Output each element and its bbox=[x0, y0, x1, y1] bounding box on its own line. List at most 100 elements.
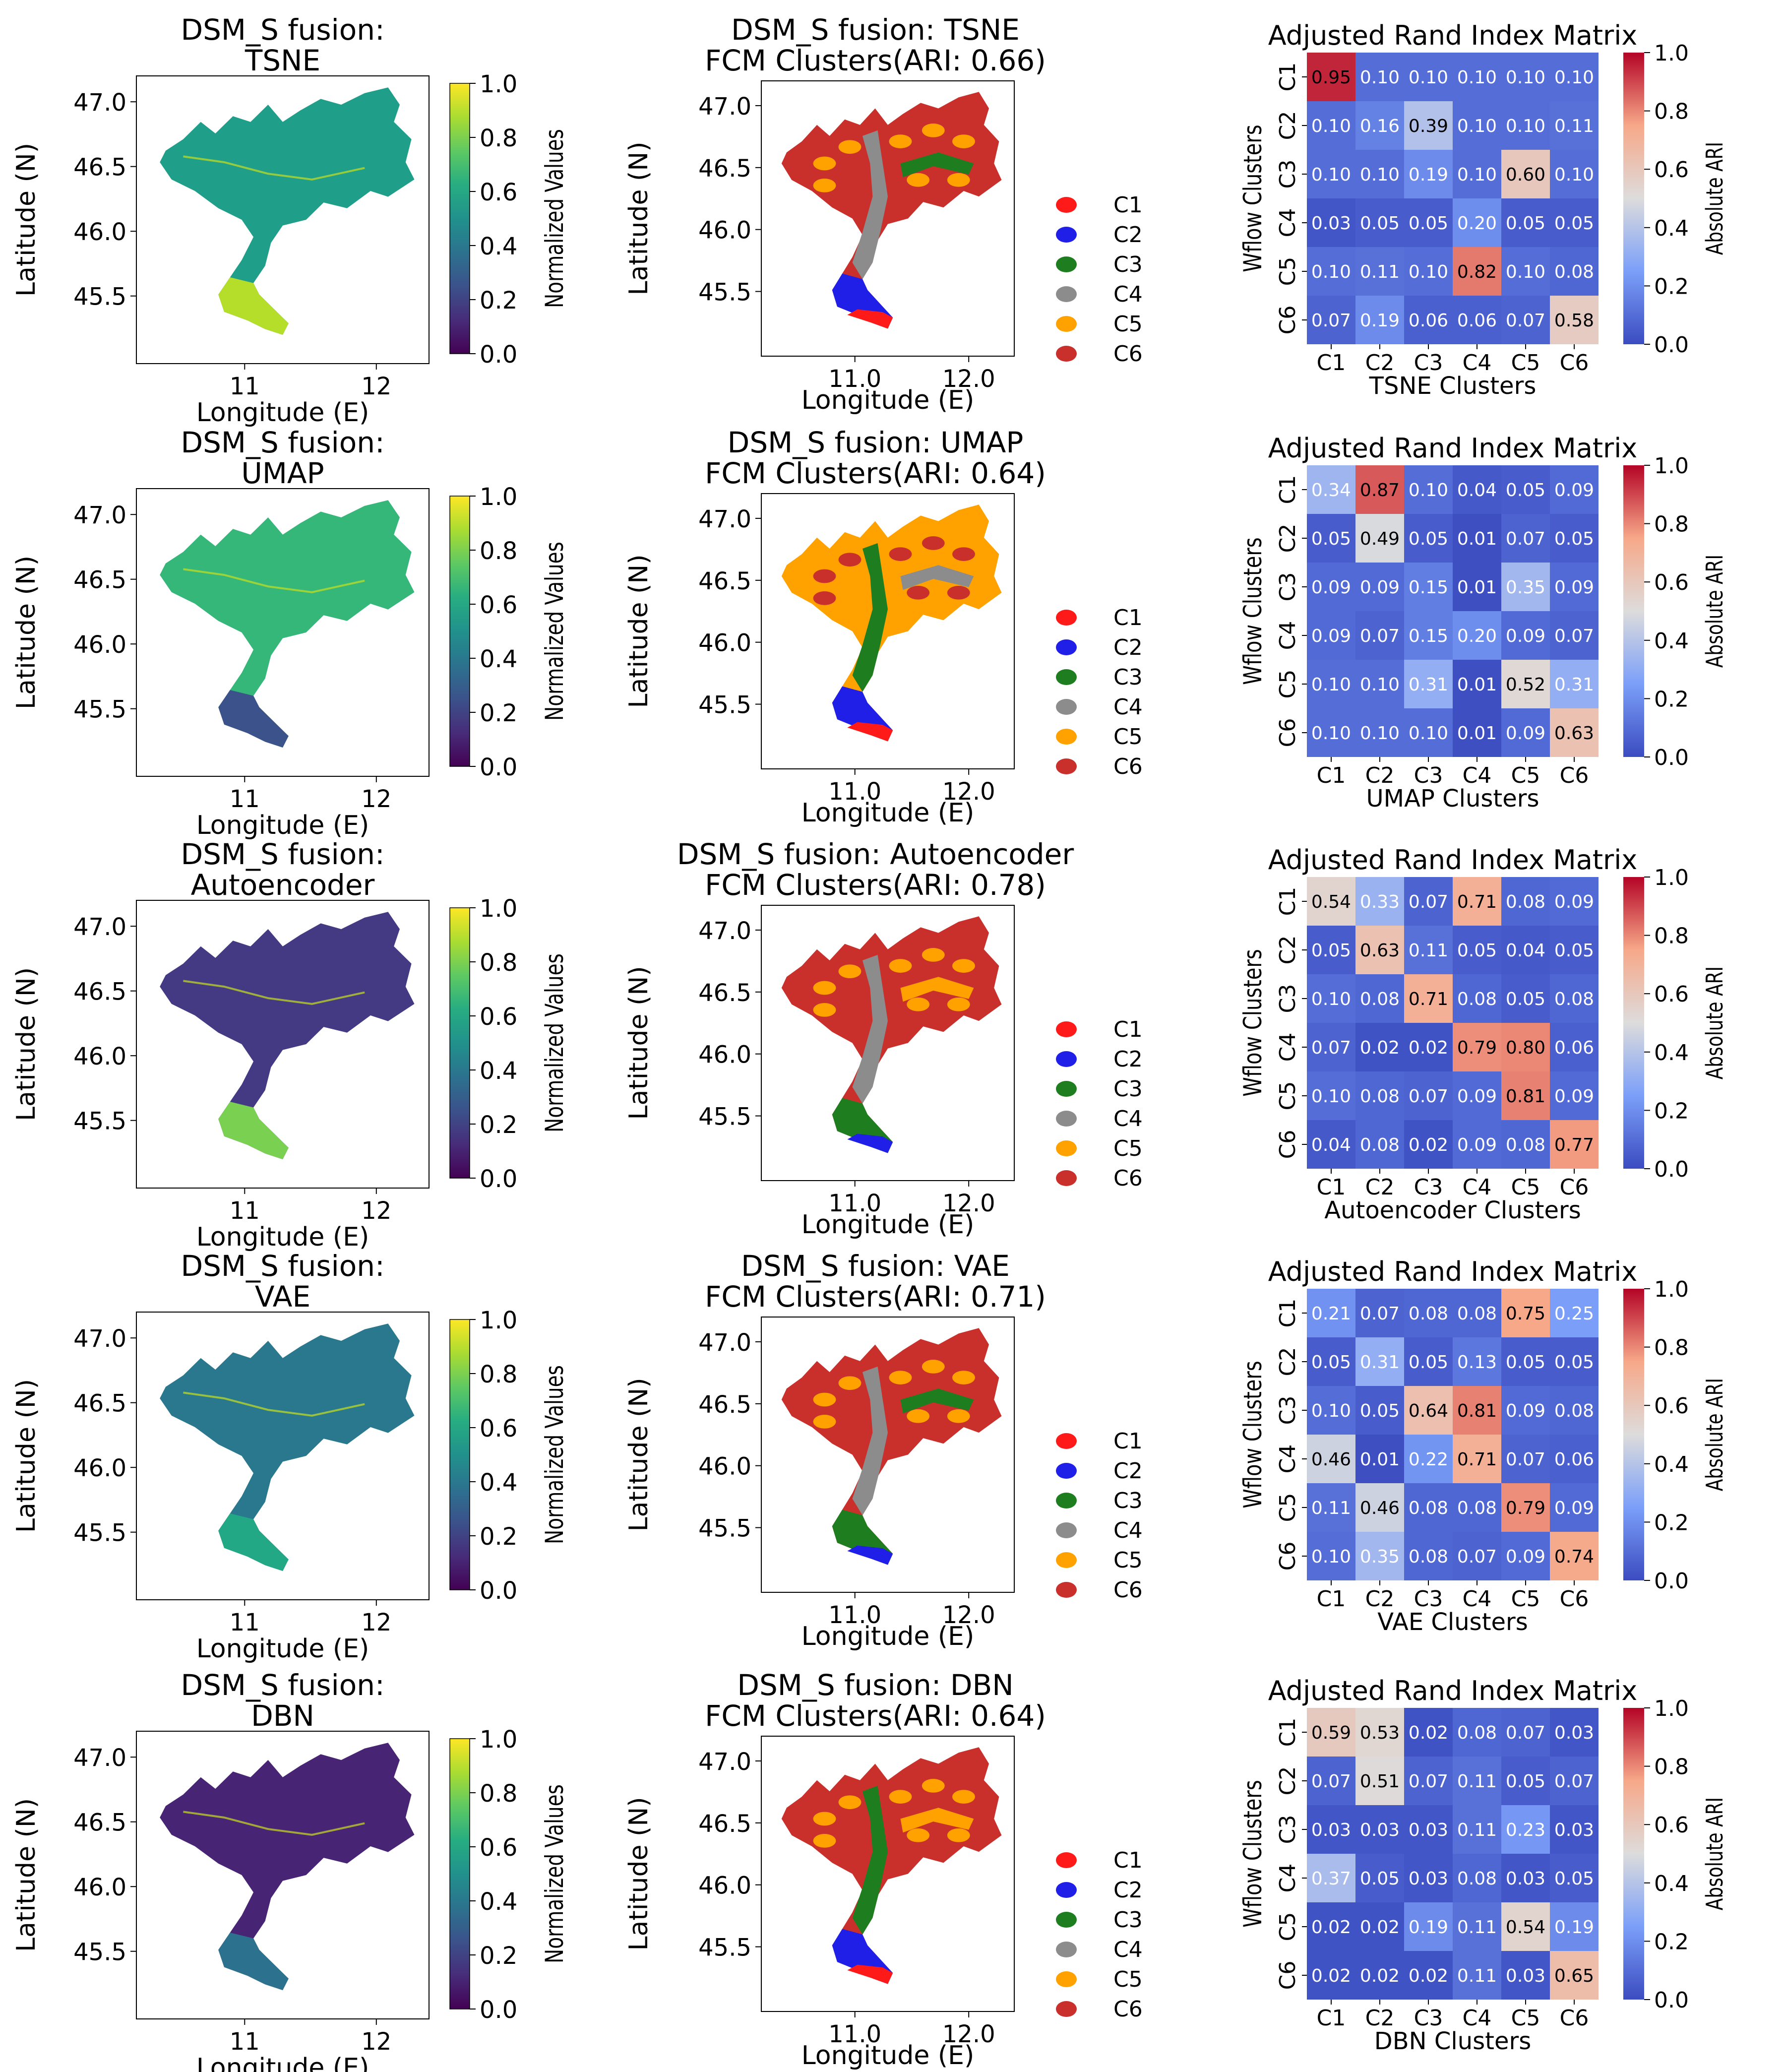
cluster-patch bbox=[889, 1790, 912, 1804]
map-region-south bbox=[218, 277, 289, 335]
ari-cell bbox=[1550, 247, 1599, 296]
ari-cell-value: 0.07 bbox=[1311, 1771, 1351, 1792]
cluster-patch bbox=[922, 948, 945, 962]
ari-cell bbox=[1453, 1386, 1501, 1435]
cluster-patch bbox=[947, 173, 970, 187]
ari-cell-value: 0.71 bbox=[1457, 1449, 1497, 1470]
ari-cell-value: 0.95 bbox=[1311, 67, 1351, 88]
x-tick-label: C2 bbox=[1365, 350, 1395, 376]
x-tick-label: C3 bbox=[1414, 2006, 1443, 2031]
ari-cell-value: 0.25 bbox=[1554, 1304, 1594, 1324]
ari-cell-value: 0.05 bbox=[1311, 1352, 1351, 1373]
legend-marker bbox=[1056, 1463, 1077, 1479]
ari-cell bbox=[1453, 926, 1501, 974]
ari-cell bbox=[1404, 1902, 1453, 1951]
colorbar-tick-label: 0.8 bbox=[480, 537, 517, 565]
ari-cell bbox=[1307, 1708, 1355, 1757]
x-axis-label: Longitude (E) bbox=[196, 1222, 369, 1252]
ari-cell bbox=[1550, 1805, 1599, 1854]
legend-marker bbox=[1056, 699, 1077, 715]
x-tick-label: 11.0 bbox=[828, 1190, 881, 1217]
colorbar-tick-label: 0.8 bbox=[480, 949, 517, 977]
ari-cell bbox=[1404, 198, 1453, 247]
y-tick-label: C5 bbox=[1275, 1081, 1300, 1111]
colorbar-label: Normalized Values bbox=[540, 953, 569, 1132]
x-tick-label: C3 bbox=[1414, 1175, 1443, 1200]
ari-cell bbox=[1404, 1023, 1453, 1071]
ari-cell bbox=[1307, 611, 1355, 660]
map-region bbox=[160, 912, 415, 1159]
x-tick-label: 12 bbox=[361, 1609, 391, 1636]
x-tick-label: C2 bbox=[1365, 1175, 1395, 1200]
ari-cell-value: 0.37 bbox=[1311, 1869, 1351, 1889]
x-tick-label: 11 bbox=[230, 1197, 260, 1225]
legend-marker bbox=[1056, 2001, 1077, 2017]
y-tick-label: C2 bbox=[1275, 1766, 1300, 1796]
ari-cell bbox=[1453, 563, 1501, 611]
legend-marker bbox=[1056, 197, 1077, 213]
panel-title-line1: DSM_S fusion: DBN bbox=[737, 1668, 1013, 1702]
map-region bbox=[160, 500, 415, 748]
colorbar-tick-label: 0.2 bbox=[1654, 1929, 1689, 1954]
ari-cell-value: 0.08 bbox=[1457, 1498, 1497, 1518]
colorbar-tick-label: 0.6 bbox=[480, 1834, 517, 1862]
legend-marker bbox=[1056, 669, 1077, 685]
y-axis-label: Latitude (N) bbox=[624, 1378, 654, 1531]
colorbar-tick-label: 1.0 bbox=[1654, 865, 1689, 890]
cluster-tip bbox=[847, 1545, 893, 1565]
ari-cell-value: 0.02 bbox=[1360, 1038, 1400, 1058]
panel-title-line2: Autoencoder bbox=[191, 868, 375, 902]
panel-vae-map: DSM_S fusion:VAE 47.0 46.5 46.0 45.5 11 12Long… bbox=[11, 1249, 569, 1664]
map-valley-line bbox=[183, 1811, 365, 1836]
ari-cell bbox=[1355, 708, 1404, 757]
ari-cell-value: 0.05 bbox=[1360, 1401, 1400, 1421]
legend-label: C3 bbox=[1113, 1076, 1143, 1102]
y-axis-label: Wflow Clusters bbox=[1238, 1780, 1268, 1927]
x-axis-label: Longitude (E) bbox=[801, 385, 975, 415]
ari-cell bbox=[1355, 660, 1404, 708]
ari-cell-value: 0.31 bbox=[1409, 675, 1448, 695]
cluster-tip bbox=[847, 309, 893, 329]
legend-marker bbox=[1056, 758, 1077, 774]
colorbar-tick-label: 0.6 bbox=[480, 591, 517, 619]
ari-cell-value: 0.11 bbox=[1457, 1917, 1497, 1938]
ari-cell bbox=[1404, 247, 1453, 296]
ari-cell bbox=[1355, 1951, 1404, 2000]
colorbar-label: Absolute ARI bbox=[1702, 1378, 1728, 1491]
ari-cell-value: 0.80 bbox=[1506, 1038, 1545, 1058]
ari-cell bbox=[1307, 1951, 1355, 2000]
ari-cell-value: 0.05 bbox=[1311, 941, 1351, 961]
ari-cell bbox=[1501, 465, 1550, 514]
y-tick-label: 46.5 bbox=[698, 155, 751, 183]
ari-cell-value: 0.02 bbox=[1409, 1135, 1448, 1155]
panel-umap-ari: Adjusted Rand Index Matrix 0.34 0.87 0.10 0.… bbox=[1238, 433, 1728, 813]
ari-cell bbox=[1550, 1120, 1599, 1169]
cluster-valley-branch bbox=[900, 977, 974, 1002]
colorbar-tick-label: 0.4 bbox=[480, 1888, 517, 1916]
ari-cell-value: 0.16 bbox=[1360, 116, 1400, 136]
ari-cell-value: 0.07 bbox=[1409, 1086, 1448, 1107]
colorbar-tick-label: 1.0 bbox=[480, 70, 517, 98]
cluster-patch bbox=[907, 1828, 930, 1842]
ari-cell-value: 0.11 bbox=[1457, 1771, 1497, 1792]
ari-cell-value: 0.05 bbox=[1409, 529, 1448, 549]
x-tick-label: 12.0 bbox=[942, 1601, 995, 1629]
cluster-region bbox=[781, 1328, 1002, 1565]
x-tick-label: C6 bbox=[1560, 350, 1589, 376]
y-tick-label: 47.0 bbox=[698, 505, 751, 533]
ari-cell-value: 0.03 bbox=[1506, 1869, 1545, 1889]
ari-cell bbox=[1501, 296, 1550, 344]
y-tick-label: 47.0 bbox=[73, 1325, 126, 1353]
cluster-patch bbox=[907, 1409, 930, 1423]
legend-label: C3 bbox=[1113, 1488, 1143, 1513]
x-axis-label: Autoencoder Clusters bbox=[1324, 1196, 1581, 1224]
ari-cell bbox=[1355, 926, 1404, 974]
ari-cell-value: 0.46 bbox=[1360, 1498, 1400, 1518]
x-tick-label: 11.0 bbox=[828, 1601, 881, 1629]
ari-cell bbox=[1404, 1708, 1453, 1757]
colorbar-tick-label: 1.0 bbox=[1654, 1696, 1689, 1721]
y-tick-label: C3 bbox=[1275, 160, 1300, 189]
colorbar-label: Absolute ARI bbox=[1702, 142, 1728, 255]
legend-label: C1 bbox=[1113, 192, 1143, 218]
y-tick-label: C6 bbox=[1275, 718, 1300, 748]
